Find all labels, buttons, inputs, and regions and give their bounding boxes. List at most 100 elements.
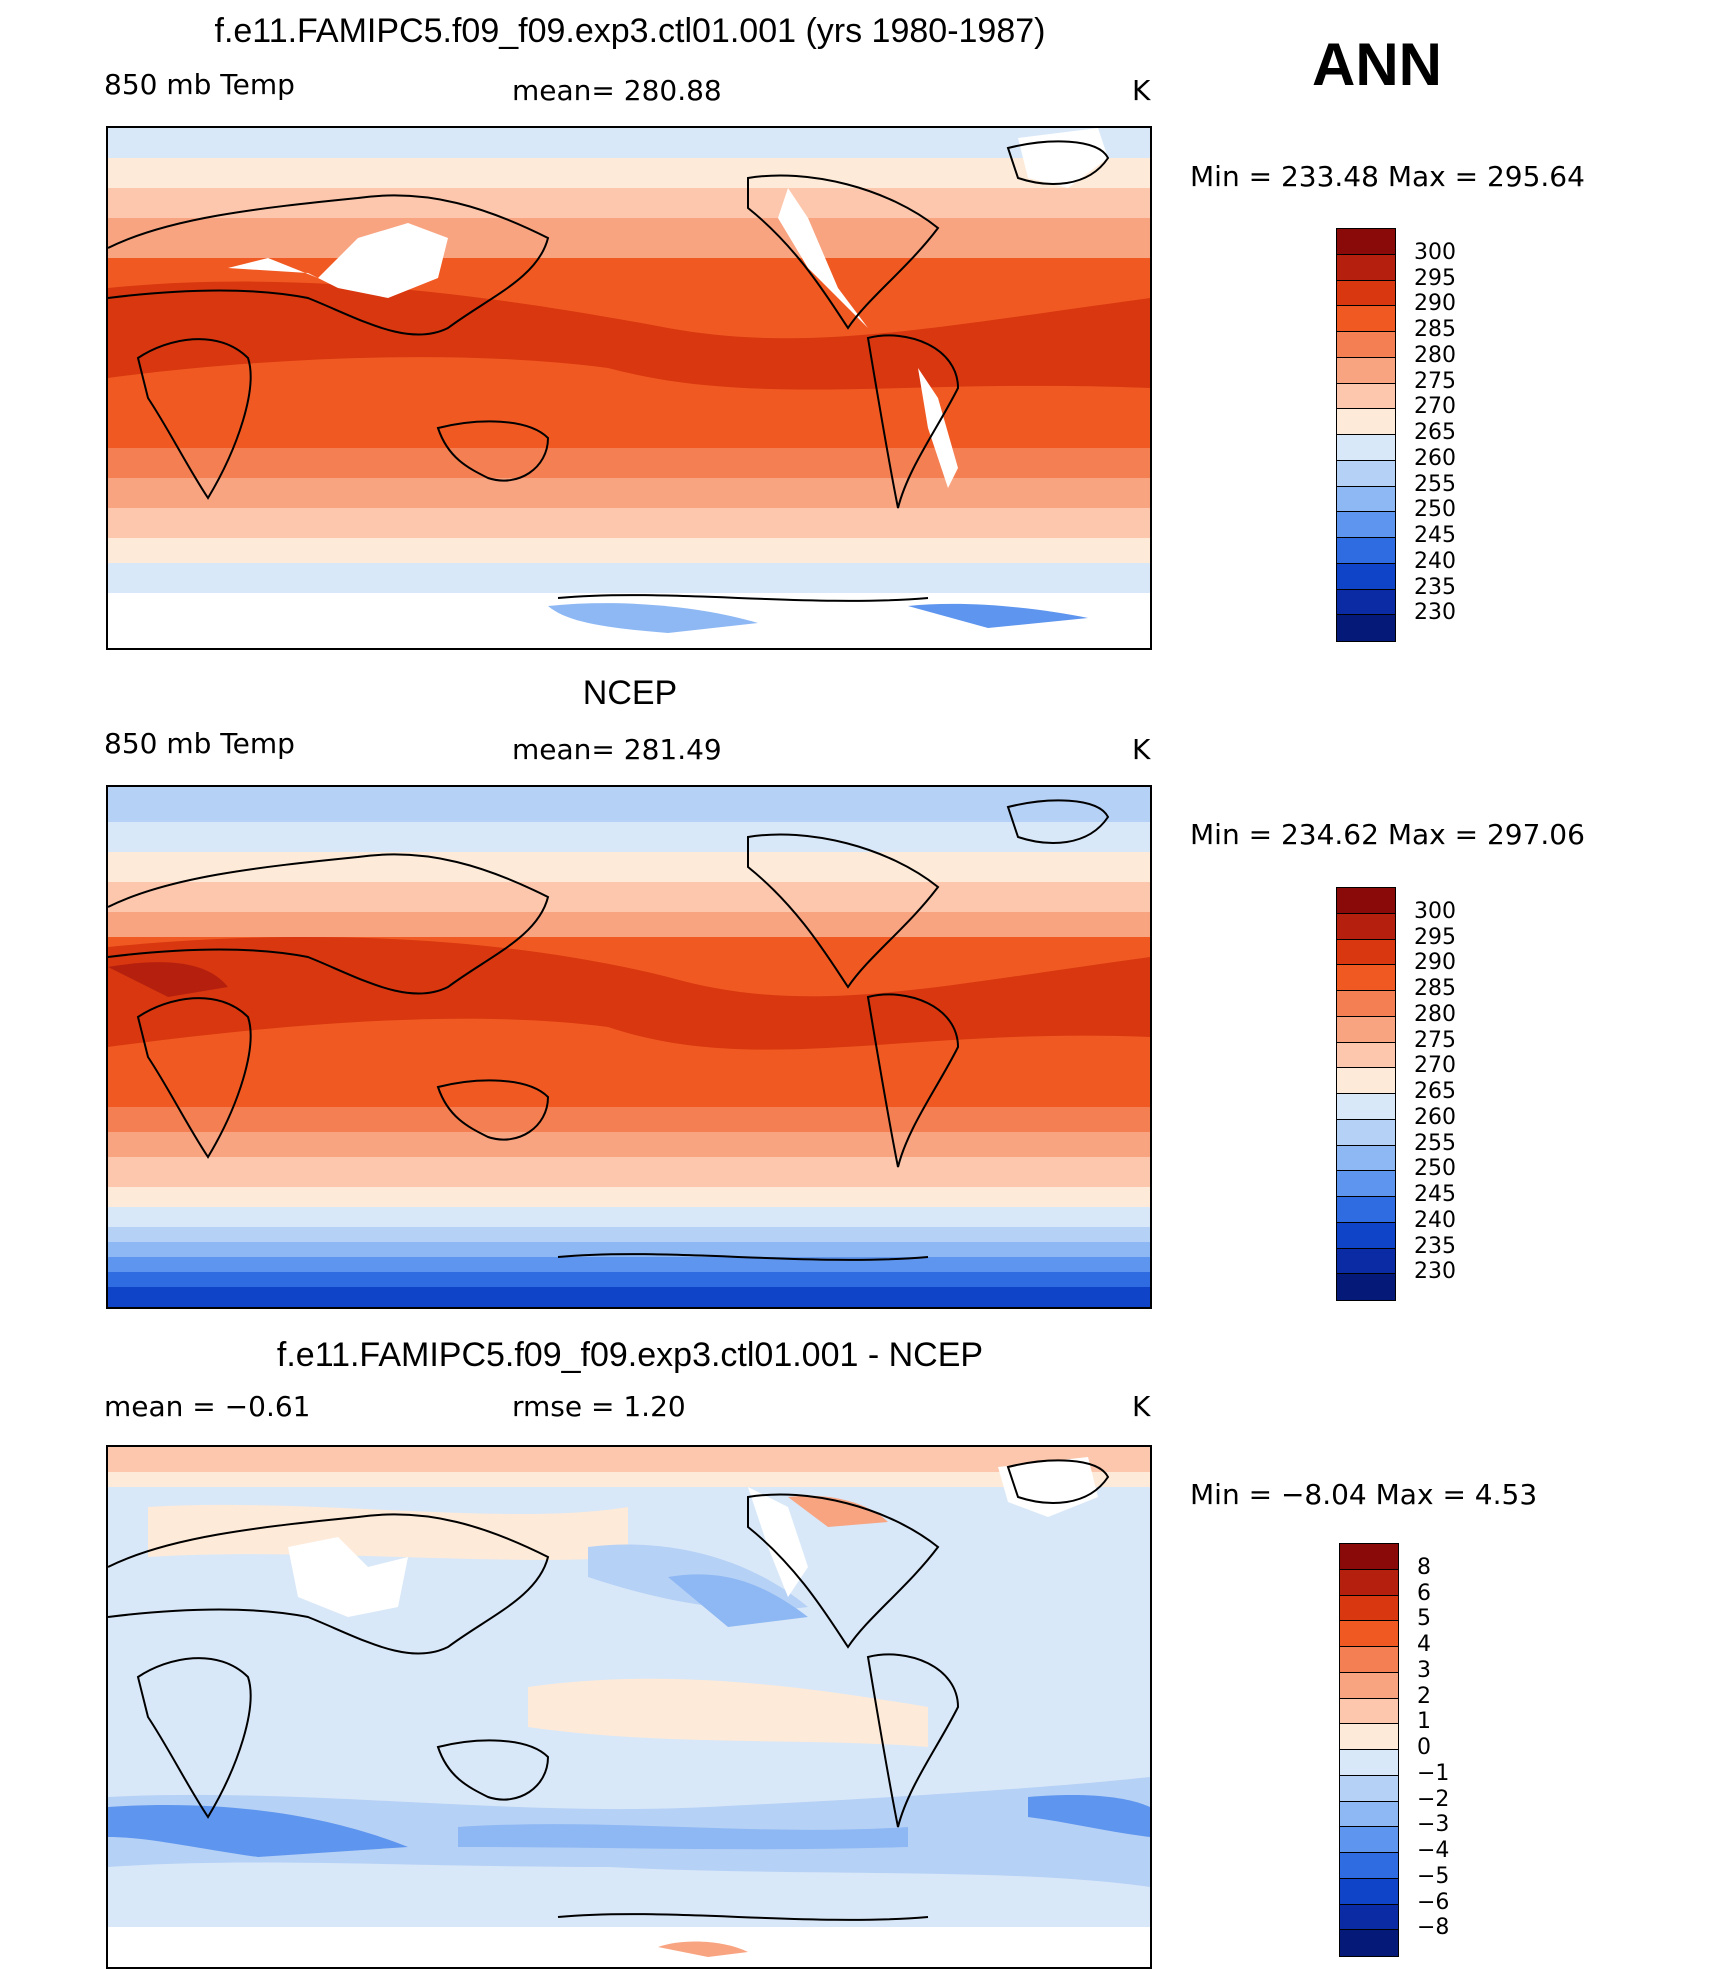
- colorbar-tick-label: 245: [1414, 523, 1456, 548]
- colorbar-swatch: [1337, 1042, 1395, 1069]
- colorbar-swatch: [1337, 1197, 1395, 1223]
- colorbar-swatch: [1340, 1904, 1398, 1931]
- colorbar-tick-label: −4: [1417, 1838, 1450, 1863]
- panel1-minmax: Min = 233.48 Max = 295.64: [1190, 160, 1585, 193]
- colorbar-tick-label: 300: [1414, 239, 1456, 265]
- colorbar-swatch: [1337, 357, 1395, 384]
- panel3-map: [106, 1445, 1152, 1969]
- colorbar-swatch: [1340, 1750, 1398, 1776]
- panel2-title: NCEP: [582, 674, 678, 712]
- colorbar-tick-label: 280: [1414, 1001, 1456, 1027]
- colorbar-tick-label: −2: [1417, 1786, 1450, 1812]
- colorbar-swatch: [1337, 306, 1395, 332]
- colorbar-tick-label: −8: [1417, 1915, 1450, 1941]
- colorbar-swatch: [1337, 383, 1395, 410]
- colorbar-swatch: [1337, 913, 1395, 940]
- colorbar-swatch: [1340, 1647, 1398, 1673]
- colorbar-tick-label: 230: [1414, 600, 1456, 626]
- colorbar-swatch: [1340, 1853, 1398, 1879]
- colorbar-tick-label: 295: [1414, 265, 1456, 291]
- colorbar-tick-label: 6: [1417, 1580, 1431, 1606]
- colorbar-tick-label: 4: [1417, 1632, 1431, 1657]
- colorbar-tick-label: −3: [1417, 1812, 1450, 1838]
- colorbar-tick-label: 250: [1414, 497, 1456, 523]
- colorbar-swatch: [1337, 1016, 1395, 1043]
- colorbar-swatch: [1340, 1801, 1398, 1828]
- panel1-title: f.e11.FAMIPC5.f09_f09.exp3.ctl01.001 (yr…: [214, 12, 1046, 50]
- colorbar-swatch: [1337, 486, 1395, 513]
- colorbar-tick-label: 8: [1417, 1554, 1431, 1580]
- panel2-colorbar: [1336, 887, 1396, 1301]
- colorbar-tick-label: 265: [1414, 1079, 1456, 1104]
- colorbar-tick-label: −1: [1417, 1760, 1450, 1786]
- colorbar-tick-label: 300: [1414, 898, 1456, 924]
- colorbar-tick-label: 240: [1414, 1207, 1456, 1233]
- colorbar-swatch: [1337, 939, 1395, 966]
- colorbar-tick-label: 270: [1414, 1053, 1456, 1079]
- colorbar-tick-label: 285: [1414, 317, 1456, 342]
- colorbar-swatch: [1337, 512, 1395, 538]
- colorbar-tick-label: 250: [1414, 1156, 1456, 1182]
- colorbar-tick-label: 240: [1414, 548, 1456, 574]
- colorbar-tick-label: 295: [1414, 924, 1456, 950]
- colorbar-tick-label: 260: [1414, 1104, 1456, 1130]
- colorbar-tick-label: 3: [1417, 1657, 1431, 1683]
- colorbar-tick-label: 275: [1414, 1027, 1456, 1053]
- colorbar-swatch: [1337, 1248, 1395, 1275]
- panel3-mean-label: mean = −0.61: [104, 1390, 311, 1423]
- panel1-units: K: [1132, 74, 1151, 107]
- colorbar-swatch: [1340, 1595, 1398, 1622]
- colorbar-swatch: [1337, 1222, 1395, 1249]
- colorbar-tick-label: −5: [1417, 1863, 1450, 1889]
- colorbar-tick-label: 290: [1414, 291, 1456, 317]
- panel1-map: [106, 126, 1152, 650]
- colorbar-swatch: [1337, 332, 1395, 358]
- colorbar-swatch: [1340, 1544, 1398, 1570]
- colorbar-tick-label: 285: [1414, 976, 1456, 1001]
- colorbar-swatch: [1337, 991, 1395, 1017]
- colorbar-swatch: [1337, 1119, 1395, 1146]
- panel3-title: f.e11.FAMIPC5.f09_f09.exp3.ctl01.001 - N…: [276, 1336, 984, 1374]
- colorbar-tick-label: 5: [1417, 1606, 1431, 1632]
- colorbar-swatch: [1337, 563, 1395, 590]
- colorbar-tick-label: 235: [1414, 574, 1456, 600]
- colorbar-swatch: [1340, 1930, 1398, 1956]
- colorbar-swatch: [1337, 538, 1395, 564]
- colorbar-swatch: [1340, 1569, 1398, 1596]
- colorbar-swatch: [1337, 1145, 1395, 1172]
- colorbar-swatch: [1340, 1827, 1398, 1853]
- colorbar-swatch: [1337, 1094, 1395, 1120]
- colorbar-swatch: [1340, 1698, 1398, 1725]
- colorbar-swatch: [1337, 229, 1395, 255]
- colorbar-tick-label: 255: [1414, 1130, 1456, 1156]
- panel2-map: [106, 785, 1152, 1309]
- panel3-colorbar: [1339, 1543, 1399, 1957]
- panel1-variable-label: 850 mb Temp: [104, 68, 295, 101]
- colorbar-tick-label: 280: [1414, 342, 1456, 368]
- colorbar-tick-label: 0: [1417, 1735, 1431, 1760]
- colorbar-swatch: [1340, 1672, 1398, 1699]
- colorbar-swatch: [1340, 1621, 1398, 1647]
- colorbar-tick-label: 235: [1414, 1233, 1456, 1259]
- colorbar-tick-label: 2: [1417, 1683, 1431, 1709]
- panel2-mean-label: mean= 281.49: [512, 733, 722, 766]
- colorbar-swatch: [1337, 280, 1395, 307]
- colorbar-tick-label: 245: [1414, 1182, 1456, 1207]
- colorbar-swatch: [1340, 1724, 1398, 1750]
- panel2-units: K: [1132, 733, 1151, 766]
- colorbar-tick-label: −6: [1417, 1889, 1450, 1915]
- colorbar-swatch: [1337, 460, 1395, 487]
- colorbar-swatch: [1337, 1171, 1395, 1197]
- colorbar-swatch: [1337, 615, 1395, 641]
- colorbar-swatch: [1340, 1878, 1398, 1905]
- colorbar-swatch: [1337, 1274, 1395, 1300]
- colorbar-tick-label: 255: [1414, 471, 1456, 497]
- colorbar-swatch: [1337, 888, 1395, 914]
- colorbar-tick-label: 290: [1414, 950, 1456, 976]
- panel2-minmax: Min = 234.62 Max = 297.06: [1190, 818, 1585, 851]
- colorbar-swatch: [1337, 589, 1395, 616]
- colorbar-swatch: [1337, 254, 1395, 281]
- panel1-colorbar: [1336, 228, 1396, 642]
- panel1-mean-label: mean= 280.88: [512, 74, 722, 107]
- colorbar-swatch: [1337, 1068, 1395, 1094]
